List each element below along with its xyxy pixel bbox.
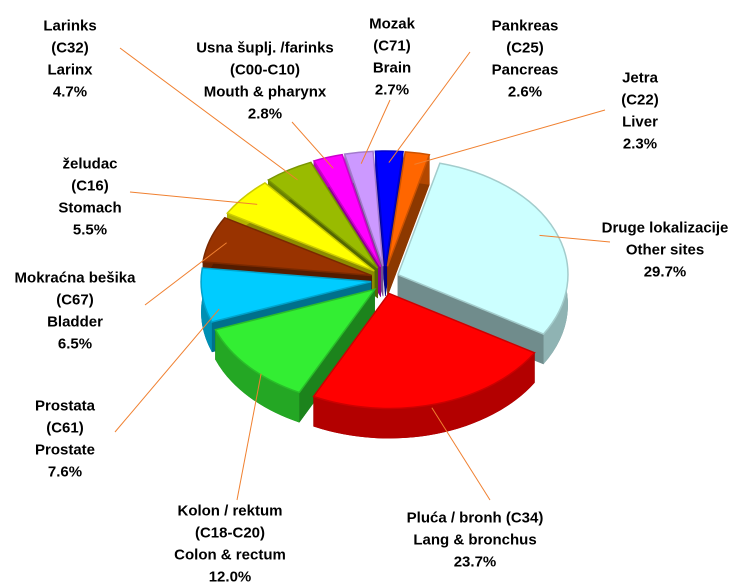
slice-top	[374, 150, 404, 267]
slice-label: (C00-C10)	[230, 61, 300, 78]
slice-label: (C25)	[506, 39, 544, 56]
slice-label: Druge lokalizacije	[602, 219, 729, 236]
slice-label: Colon & rectum	[174, 546, 286, 563]
slice-label: (C71)	[373, 37, 411, 54]
slice-label: Larinx	[47, 61, 93, 78]
value-label: 2.3%	[623, 135, 657, 152]
slice-wall	[313, 352, 535, 439]
slice-label: (C32)	[51, 39, 89, 56]
slice-label: Kolon / rektum	[177, 502, 282, 519]
slice-label: (C22)	[621, 91, 659, 108]
value-label: 6.5%	[58, 335, 92, 352]
slice	[386, 151, 431, 297]
slice-top	[214, 288, 377, 394]
slice-label: (C67)	[56, 291, 94, 308]
slice-top	[266, 161, 379, 269]
slice-label: Mouth & pharynx	[204, 83, 327, 100]
leader-line	[236, 373, 262, 501]
slice-label: Lang & bronchus	[413, 531, 536, 548]
value-label: 7.6%	[48, 463, 82, 480]
slice-wall	[201, 268, 212, 352]
slice-top	[386, 151, 431, 267]
value-label: 5.5%	[73, 221, 107, 238]
leader-line	[431, 407, 491, 501]
slice-top	[312, 292, 536, 410]
leader-line	[360, 99, 391, 164]
slice-top	[200, 267, 372, 323]
slice-label: Other sites	[626, 241, 704, 258]
slice-label: Prostata	[35, 397, 96, 414]
slice-label: Jetra	[622, 69, 659, 86]
slice-label: Pancreas	[492, 61, 559, 78]
leader-line	[388, 51, 471, 163]
value-label: 23.7%	[454, 553, 497, 570]
slice-top	[202, 216, 372, 277]
leader-line	[414, 109, 606, 165]
value-label: 29.7%	[644, 263, 687, 280]
value-label: 2.7%	[375, 81, 409, 98]
slice-label: (C16)	[71, 177, 109, 194]
slice-label: Stomach	[58, 199, 121, 216]
slice-top	[312, 153, 382, 268]
slice-wall	[215, 329, 300, 423]
slice-label: Liver	[622, 113, 658, 130]
leader-line	[129, 191, 258, 205]
value-label: 2.6%	[508, 83, 542, 100]
slice-label: Prostate	[35, 441, 95, 458]
slice-label: želudac	[62, 155, 117, 172]
slice-label: Pankreas	[492, 17, 559, 34]
leader-line	[291, 121, 334, 169]
slice	[214, 288, 377, 424]
leader-line	[144, 242, 227, 306]
slice-label: (C61)	[46, 419, 84, 436]
value-label: 12.0%	[209, 568, 252, 583]
slice-label: Mokraćna bešika	[15, 269, 137, 286]
slice-top	[396, 162, 569, 335]
value-label: 2.8%	[248, 105, 282, 122]
leader-line	[119, 47, 298, 181]
slice-label: Bladder	[47, 313, 103, 330]
slice-label: Mozak	[369, 15, 416, 32]
slice-label: (C18-C20)	[195, 524, 265, 541]
slice-label: Usna šuplj. /farinks	[196, 39, 334, 56]
leader-line	[539, 234, 611, 243]
value-label: 4.7%	[53, 83, 87, 100]
slice-label: Brain	[373, 59, 411, 76]
leader-line	[114, 308, 220, 433]
slice-top	[343, 150, 384, 267]
slice-label: Larinks	[43, 17, 96, 34]
slice-label: Pluća / bronh (C34)	[407, 509, 544, 526]
slice-top	[226, 182, 375, 272]
slice	[312, 292, 536, 439]
